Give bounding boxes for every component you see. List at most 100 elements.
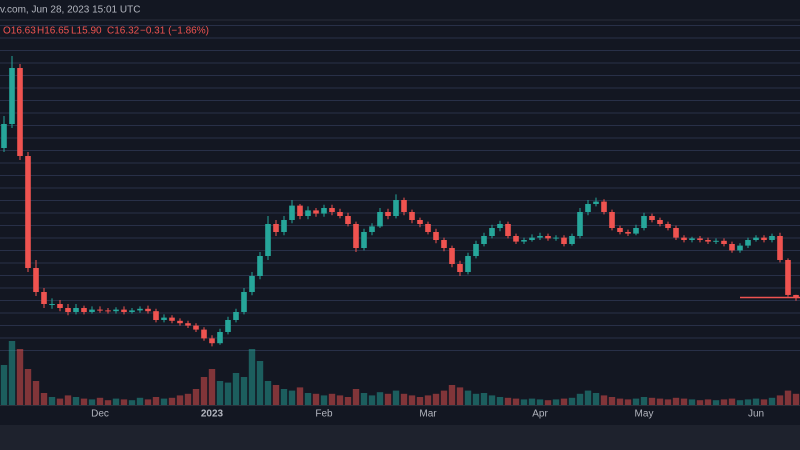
candle-body — [361, 232, 367, 248]
volume-bar — [40, 393, 48, 405]
volume-bar — [512, 398, 520, 405]
volume-bar — [416, 397, 424, 405]
candle-body — [785, 260, 791, 295]
candle-body — [401, 200, 407, 212]
volume-bar — [0, 365, 8, 405]
volume-bar — [472, 393, 480, 405]
volume-bar — [168, 397, 176, 405]
volume-bar — [56, 398, 64, 405]
candle-body — [665, 224, 671, 228]
volume-bar — [480, 393, 488, 405]
candle-body — [777, 236, 783, 260]
volume-bar — [112, 398, 120, 405]
x-tick-label: Mar — [419, 409, 437, 420]
candle-body — [561, 237, 567, 244]
volume-bar — [424, 395, 432, 405]
candle-body — [697, 238, 703, 240]
candle-body — [609, 212, 615, 228]
volume-bar — [544, 400, 552, 405]
volume-bar — [384, 393, 392, 405]
candle-body — [385, 212, 391, 216]
volume-bar — [672, 397, 680, 405]
candle-body — [761, 237, 767, 240]
volume-bar — [216, 381, 224, 405]
volume-bar — [8, 341, 16, 405]
candle-body — [193, 325, 199, 330]
volume-bar — [360, 393, 368, 405]
candle-body — [657, 220, 663, 224]
candle-body — [17, 68, 23, 156]
volume-bar — [64, 395, 72, 405]
volume-bar — [736, 400, 744, 405]
volume-bar — [584, 390, 592, 405]
candle-body — [505, 224, 511, 236]
volume-bar — [192, 389, 200, 405]
volume-bar — [704, 399, 712, 405]
candle-body — [449, 248, 455, 264]
candle-body — [721, 240, 727, 244]
candle-body — [745, 240, 751, 246]
candle-body — [753, 237, 759, 240]
volume-bar — [456, 387, 464, 405]
candle-body — [353, 224, 359, 248]
volume-bar — [128, 400, 136, 405]
volume-bar — [664, 399, 672, 405]
volume-bar — [576, 393, 584, 405]
volume-bar — [408, 395, 416, 405]
x-tick-label: May — [635, 409, 654, 420]
volume-bar — [432, 393, 440, 405]
volume-bar — [656, 398, 664, 405]
candle-body — [161, 317, 167, 320]
volume-bar — [328, 393, 336, 405]
volume-bar — [304, 393, 312, 405]
volume-bar — [592, 393, 600, 405]
candle-body — [209, 338, 215, 344]
candle-body — [313, 210, 319, 214]
volume-bar — [296, 387, 304, 405]
volume-bar — [72, 397, 80, 405]
candle-body — [473, 244, 479, 256]
candle-body — [249, 276, 255, 292]
candle-body — [337, 212, 343, 216]
candle-body — [281, 220, 287, 232]
volume-bar — [760, 399, 768, 405]
candle-body — [569, 236, 575, 244]
candle-body — [25, 156, 31, 268]
volume-bar — [88, 399, 96, 405]
grid-background — [0, 20, 800, 355]
candle-body — [177, 320, 183, 324]
candle-body — [305, 210, 311, 216]
candle-body — [433, 232, 439, 240]
volume-bar — [536, 399, 544, 405]
candle-body — [377, 212, 383, 227]
candle-body — [617, 228, 623, 232]
volume-bar — [16, 349, 24, 405]
volume-bar — [776, 395, 784, 405]
volume-bar — [712, 400, 720, 405]
candle-body — [713, 240, 719, 242]
volume-bar — [24, 369, 32, 405]
candle-body — [105, 310, 111, 312]
volume-bar — [256, 361, 264, 405]
candle-body — [577, 212, 583, 236]
candle-body — [345, 216, 351, 224]
candle-body — [153, 311, 159, 320]
candle-body — [625, 232, 631, 234]
legend-change: −0.31 (−1.86%) — [140, 26, 209, 37]
x-tick-label: Feb — [315, 409, 333, 420]
candle-body — [593, 201, 599, 204]
volume-bar — [488, 395, 496, 405]
candle-body — [265, 224, 271, 256]
volume-bar — [336, 395, 344, 405]
candle-body — [233, 312, 239, 320]
candle-body — [289, 205, 295, 220]
volume-bar — [48, 397, 56, 405]
volume-bar — [392, 390, 400, 405]
volume-bar — [32, 381, 40, 405]
volume-bar — [768, 397, 776, 405]
volume-bar — [320, 395, 328, 405]
legend-open: O16.63 — [3, 26, 36, 37]
x-tick-label: Jun — [748, 409, 764, 420]
